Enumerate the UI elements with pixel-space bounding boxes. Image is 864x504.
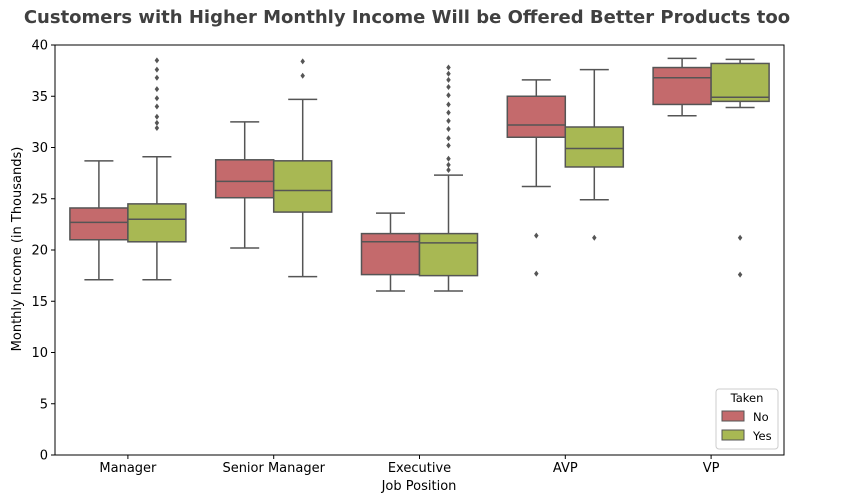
outlier-yes-manager-1 [154,119,160,126]
outlier-yes-avp-0 [592,234,597,241]
outlier-yes-manager-4 [154,95,160,102]
y-tick-label-6: 30 [31,141,48,156]
outlier-no-avp-0 [534,232,539,239]
plot-area [54,44,785,456]
x-tick-label-2: Executive [388,461,451,476]
outlier-yes-executive-7 [446,109,451,116]
legend-swatch-yes [721,429,745,441]
outlier-yes-executive-12 [446,70,451,77]
outlier-yes-executive-4 [446,135,451,142]
outlier-yes-manager-7 [154,66,160,73]
box-yes-avp [564,126,625,168]
outlier-yes-senior-manager-0 [300,72,305,79]
legend-label-no: No [753,410,769,424]
y-tick-label-2: 10 [31,346,48,361]
box-no-executive [360,232,421,276]
outlier-yes-manager-3 [154,103,160,110]
outlier-yes-executive-13 [446,64,451,71]
outlier-yes-manager-6 [154,74,160,81]
box-yes-vp [710,62,770,103]
outlier-yes-executive-10 [446,84,451,91]
outlier-yes-executive-0 [446,167,451,174]
x-tick-label-1: Senior Manager [222,461,325,476]
y-tick-label-5: 25 [31,192,48,207]
y-tick-label-3: 15 [31,295,48,310]
outlier-yes-manager-8 [154,57,160,64]
outlier-yes-executive-8 [446,101,451,108]
y-tick-label-1: 5 [40,397,48,412]
outlier-yes-executive-5 [446,126,451,133]
y-tick-label-8: 40 [31,39,48,54]
outlier-yes-executive-1 [446,161,451,168]
outlier-yes-executive-11 [446,76,451,83]
y-axis: 0 5 10 15 20 25 30 35 40 [31,39,55,464]
outlier-yes-executive-3 [446,142,451,149]
outlier-yes-manager-5 [154,86,160,93]
box-yes-senior-manager [272,160,333,213]
chart-title: Customers with Higher Monthly Income Wil… [24,7,790,28]
y-tick-label-4: 20 [31,244,48,259]
outlier-yes-manager-0 [154,125,160,132]
legend-label-yes: Yes [752,429,772,443]
legend-swatch-no [721,410,745,422]
outlier-no-avp-1 [534,270,539,277]
box-no-avp [506,95,567,138]
x-tick-label-3: AVP [553,461,578,476]
outlier-yes-executive-6 [446,117,451,124]
x-tick-label-4: VP [703,461,720,476]
box-no-senior-manager [214,159,275,199]
x-axis: Manager Senior Manager Executive AVP VP [99,455,720,476]
legend: Taken No Yes [715,388,779,450]
outlier-yes-vp-0 [737,234,743,241]
legend-title: Taken [730,391,764,405]
outlier-yes-senior-manager-1 [300,58,305,65]
outlier-yes-executive-2 [446,155,451,162]
y-axis-label: Monthly Income (in Thousands) [10,147,25,352]
y-tick-label-7: 35 [31,90,48,105]
outlier-yes-manager-2 [154,113,160,120]
y-tick-label-0: 0 [40,449,48,464]
outlier-yes-vp-1 [737,271,743,278]
box-yes-executive [418,232,479,277]
box-no-vp [652,66,712,106]
box-no-manager [69,207,129,241]
x-tick-label-0: Manager [99,461,157,476]
x-axis-label: Job Position [381,479,457,494]
box-yes-manager [127,203,187,243]
outlier-yes-executive-9 [446,92,451,99]
